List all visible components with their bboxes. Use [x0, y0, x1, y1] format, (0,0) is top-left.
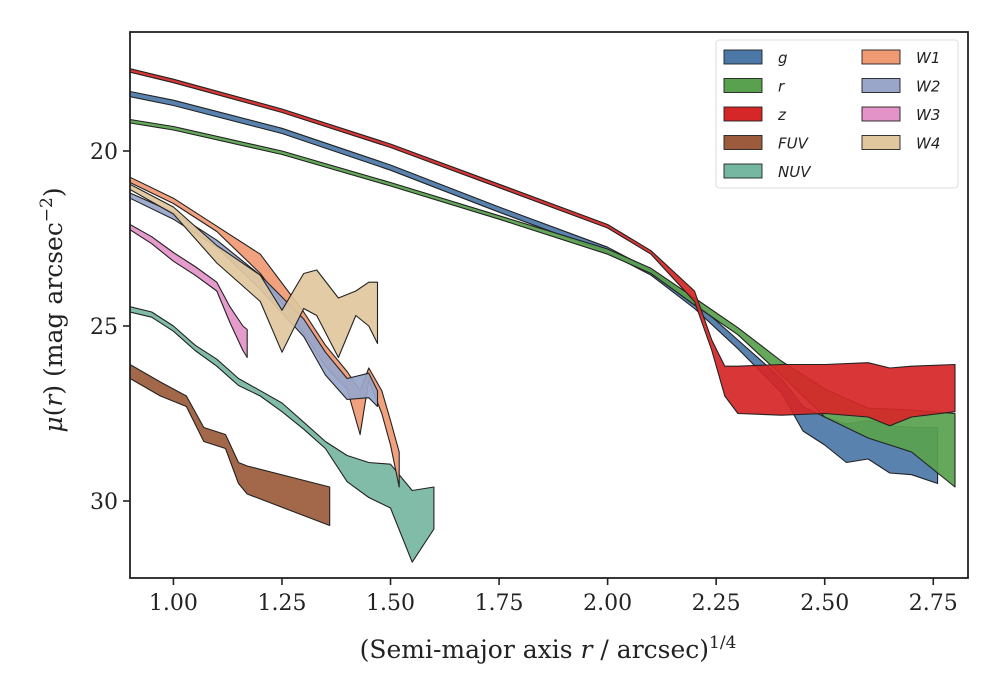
x-tick-label: 1.75	[475, 591, 524, 616]
legend-label: z	[777, 106, 787, 124]
legend-label: W3	[916, 106, 940, 124]
band-nuv	[130, 306, 435, 563]
legend-swatch	[723, 78, 763, 93]
legend-item-z: z	[723, 106, 787, 124]
x-tick-label: 1.00	[149, 591, 198, 616]
plot-frame	[129, 31, 969, 579]
legend-item-r: r	[723, 78, 785, 96]
y-tick-label: 30	[90, 490, 118, 515]
x-tick-label: 1.25	[257, 591, 306, 616]
legend-label: g	[778, 49, 788, 67]
band-w4	[130, 183, 379, 359]
band-w1	[130, 176, 400, 488]
legend-item-w2: W2	[861, 78, 940, 96]
x-tick-label: 2.75	[909, 591, 958, 616]
x-tick-label: 2.00	[583, 591, 632, 616]
x-tick-label: 2.50	[800, 591, 849, 616]
legend-label: NUV	[778, 163, 812, 181]
legend-swatch	[723, 49, 763, 65]
legend-item-w4: W4	[861, 135, 940, 153]
x-axis-ticks: 1.00 1.25 1.50 1.75 2.00 2.25 2.50 2.75	[149, 578, 958, 616]
legend-label: r	[778, 78, 785, 96]
legend-item-w3: W3	[861, 106, 940, 124]
band-w3	[130, 223, 248, 359]
legend-swatch	[861, 49, 901, 65]
legend-item-fuv: FUV	[723, 135, 810, 153]
y-axis-label: μ(r) (mag arcsec−2)	[37, 187, 68, 432]
legend-label: W4	[916, 135, 940, 153]
band-fuv	[130, 363, 331, 527]
legend-swatch	[861, 106, 901, 122]
legend-label: W2	[916, 78, 940, 96]
legend-label: FUV	[778, 135, 810, 153]
legend-swatch	[723, 135, 763, 150]
legend-swatch	[723, 106, 763, 122]
legend: grz FUV NUV W1 W2 W3 W4	[715, 39, 959, 189]
legend-swatch	[723, 163, 763, 179]
band-layer	[130, 68, 956, 563]
x-tick-label: 1.50	[366, 591, 415, 616]
legend-box	[715, 39, 959, 189]
legend-swatch	[861, 135, 901, 150]
y-tick-label: 25	[90, 315, 118, 340]
x-tick-label: 2.25	[692, 591, 741, 616]
legend-label: W1	[916, 49, 940, 67]
band-z	[130, 68, 956, 427]
y-tick-label: 20	[90, 140, 118, 165]
band-r	[130, 118, 956, 488]
legend-item-w1: W1	[861, 49, 940, 67]
legend-swatch	[861, 78, 901, 93]
legend-item-nuv: NUV	[723, 163, 812, 181]
y-axis-ticks: 20 25 30	[90, 140, 130, 515]
legend-item-g: g	[723, 49, 788, 67]
x-axis-label: (Semi-major axis r / arcsec)1/4	[360, 633, 737, 664]
